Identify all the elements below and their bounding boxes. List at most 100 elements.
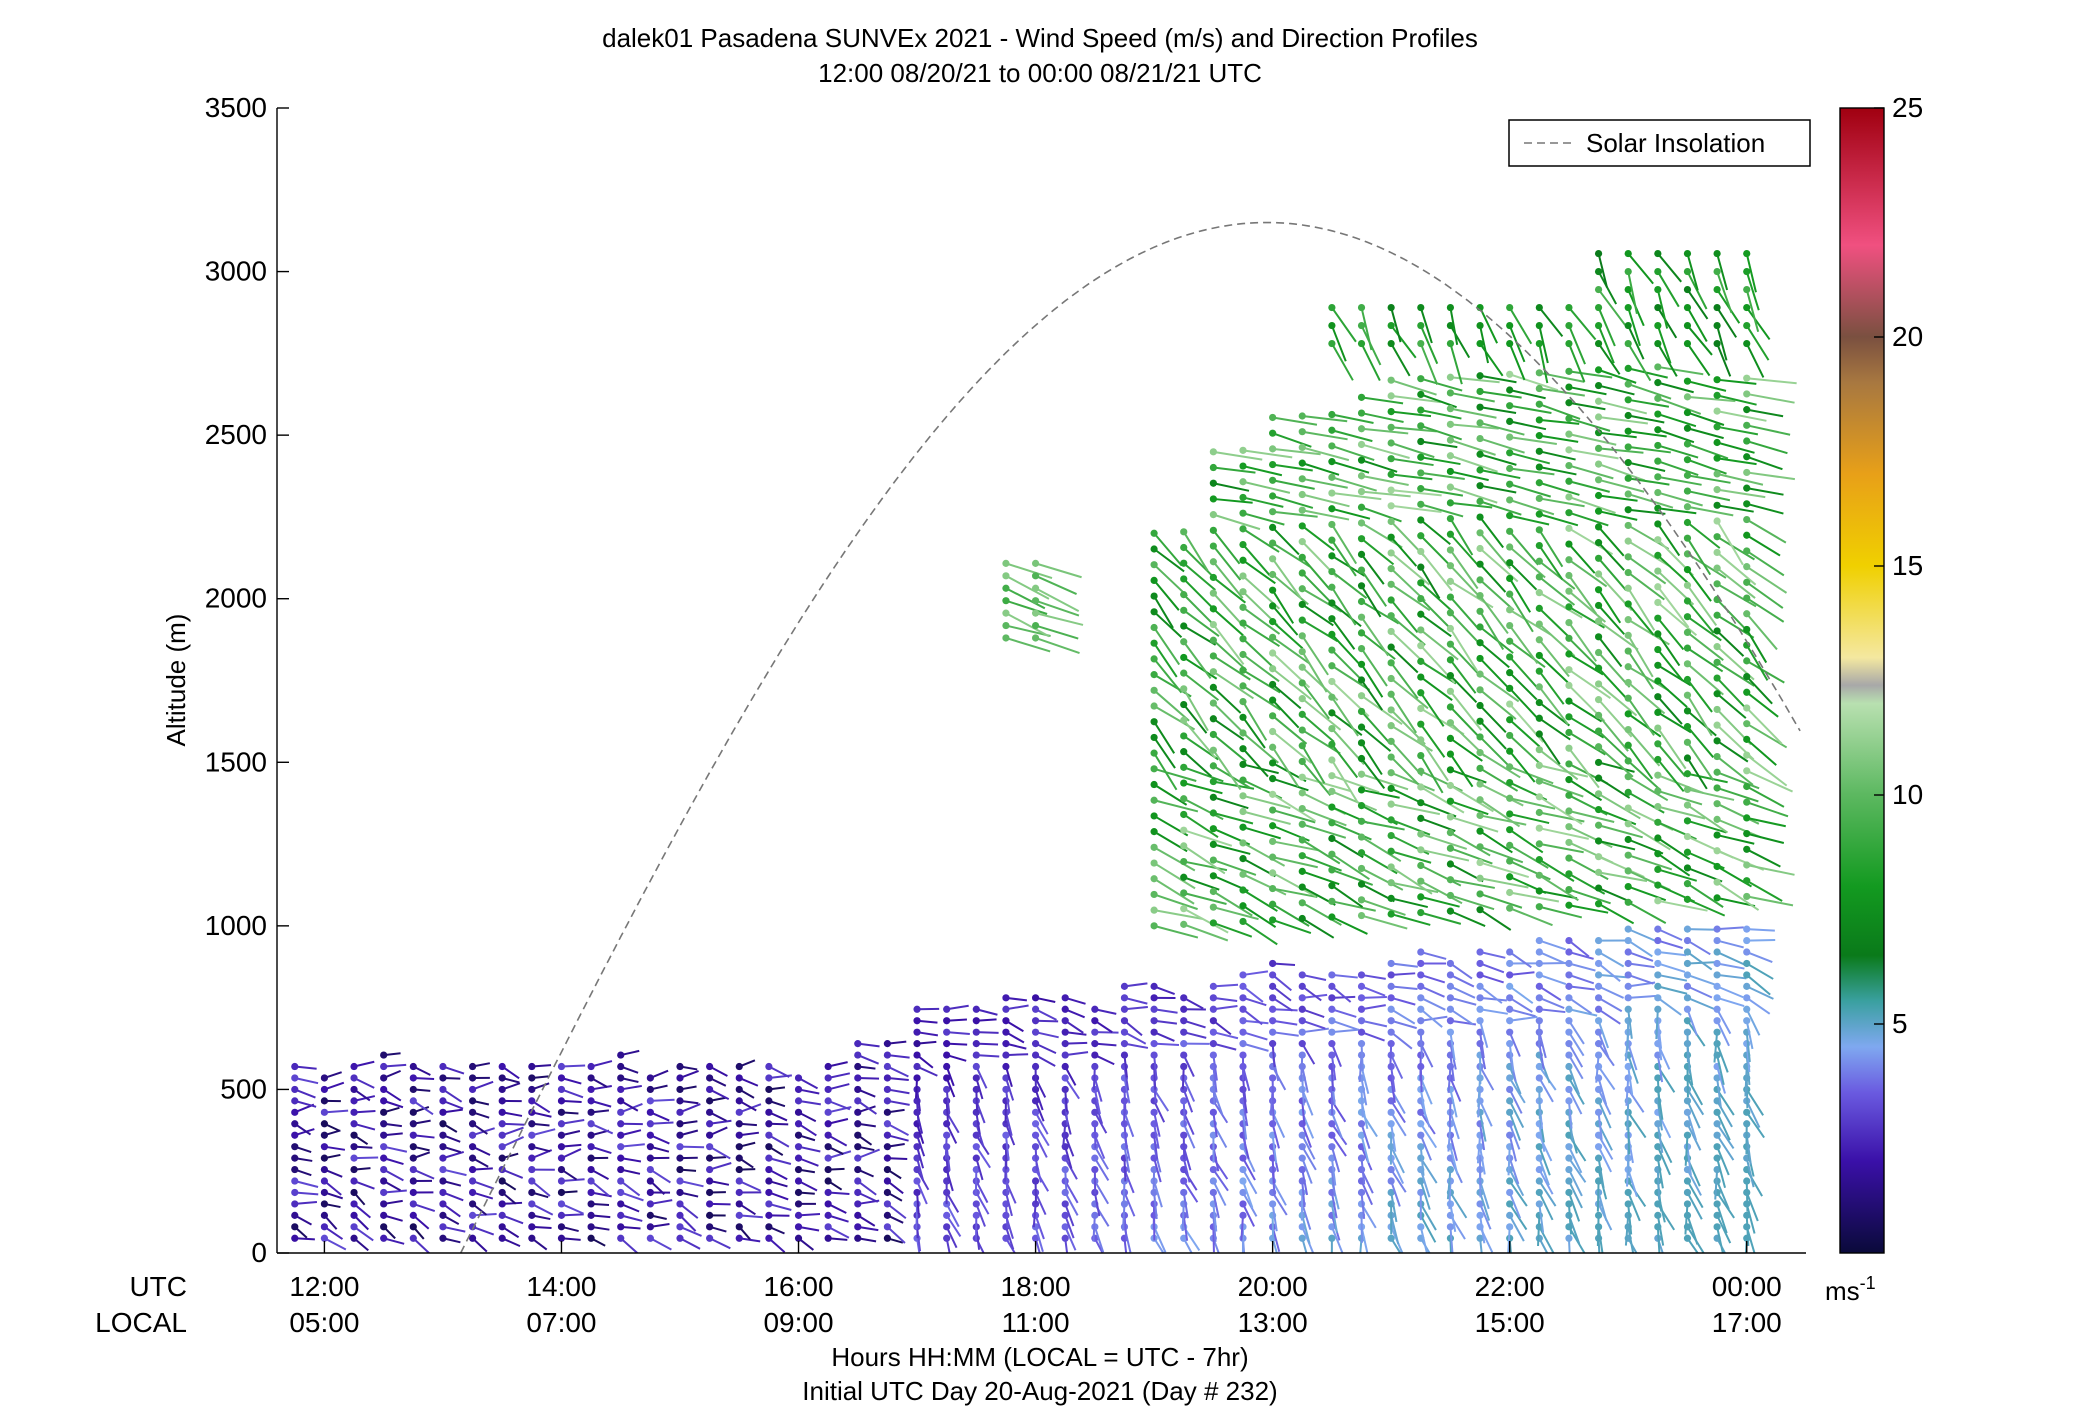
wind-barb xyxy=(1182,1169,1198,1191)
wind-barb-point xyxy=(498,1200,506,1208)
wind-barb-point xyxy=(439,1223,447,1231)
wind-barb-point xyxy=(1387,549,1395,557)
wind-barb xyxy=(1627,634,1654,678)
wind-barb xyxy=(1627,367,1668,379)
wind-barb-point xyxy=(1269,476,1277,484)
wind-barb xyxy=(1153,752,1178,791)
wind-barb-point xyxy=(1594,285,1603,294)
wind-barb-point xyxy=(1298,600,1306,609)
wind-barb-point xyxy=(1328,599,1336,607)
wind-barb-point xyxy=(1031,1200,1040,1208)
wind-barb xyxy=(1687,898,1726,917)
wind-barb-point xyxy=(735,1234,743,1242)
wind-barb xyxy=(768,1065,790,1078)
wind-barb xyxy=(1183,813,1219,839)
wind-barb xyxy=(1509,860,1551,881)
wind-barb-point xyxy=(1417,877,1425,885)
wind-barb xyxy=(1153,985,1175,996)
wind-barb-point xyxy=(1269,1017,1277,1025)
wind-barb xyxy=(1450,996,1477,1006)
wind-barb-point xyxy=(1476,982,1484,990)
wind-barb xyxy=(1479,783,1524,807)
wind-barb-point xyxy=(1683,738,1692,746)
wind-barb xyxy=(679,1203,699,1219)
wind-barb xyxy=(1449,549,1479,590)
wind-barb-point xyxy=(1565,1097,1573,1105)
wind-barb xyxy=(1122,1180,1126,1208)
wind-barb-point xyxy=(1328,1234,1336,1242)
wind-barb xyxy=(1242,748,1269,778)
wind-barb xyxy=(1657,928,1683,941)
wind-barb xyxy=(1568,543,1596,574)
wind-barb-point xyxy=(291,1108,299,1116)
wind-barb-point xyxy=(1506,1131,1514,1139)
wind-barb-point xyxy=(1239,1200,1247,1208)
wind-barb-point xyxy=(1506,1097,1514,1105)
wind-barb-point xyxy=(1328,505,1336,513)
wind-barb-point xyxy=(676,1200,684,1208)
wind-barb-point xyxy=(1180,810,1188,819)
wind-barb-point xyxy=(617,1234,625,1242)
wind-barb xyxy=(1746,597,1785,623)
wind-barb xyxy=(1213,780,1255,790)
wind-barb xyxy=(1509,844,1549,869)
wind-barb xyxy=(1657,899,1708,912)
wind-barb-point xyxy=(1654,321,1662,330)
wind-barb-point xyxy=(1239,886,1247,894)
wind-barb xyxy=(1538,1123,1546,1152)
wind-barb-point xyxy=(1506,888,1514,897)
wind-barb-point xyxy=(1594,476,1603,484)
wind-barb-point xyxy=(794,1108,803,1116)
wind-barb xyxy=(1538,560,1576,590)
wind-barb xyxy=(1449,1054,1455,1082)
wind-barb xyxy=(1390,343,1411,377)
wind-barb-point xyxy=(1624,867,1632,875)
wind-barb xyxy=(1450,423,1499,430)
wind-barb-point xyxy=(646,1097,654,1105)
wind-barb xyxy=(1301,446,1350,462)
wind-barb-point xyxy=(646,1177,654,1185)
wind-barb-point xyxy=(1239,509,1247,517)
wind-barb xyxy=(1390,1111,1407,1137)
wind-barb-point xyxy=(1446,452,1455,460)
wind-barb-point xyxy=(1387,455,1395,463)
wind-barb xyxy=(1539,481,1580,496)
wind-barb-point xyxy=(1476,948,1484,956)
wind-barb xyxy=(1331,712,1363,737)
wind-barb xyxy=(1360,1180,1373,1206)
wind-barb-point xyxy=(1180,559,1188,567)
wind-barb xyxy=(1242,606,1281,635)
wind-barb xyxy=(1212,1054,1218,1081)
wind-barb xyxy=(1479,673,1520,703)
wind-barb-point xyxy=(1180,826,1188,834)
wind-barb-point xyxy=(291,1120,299,1128)
wind-barb xyxy=(679,1145,705,1149)
wind-barb-point xyxy=(1091,1108,1099,1116)
wind-barb-point xyxy=(1298,971,1306,979)
wind-barb xyxy=(1686,253,1699,291)
wind-barb xyxy=(827,1083,850,1091)
wind-barb xyxy=(1182,688,1209,732)
wind-barb xyxy=(1212,749,1242,791)
wind-barb-point xyxy=(439,1062,447,1071)
wind-barb xyxy=(1034,1134,1048,1158)
wind-barb-point xyxy=(1683,936,1692,945)
wind-barb xyxy=(1390,693,1418,734)
wind-barb-point xyxy=(1239,619,1247,627)
wind-barb xyxy=(412,1168,435,1180)
wind-barb-point xyxy=(913,1040,921,1048)
wind-barb-point xyxy=(1535,1165,1543,1174)
wind-barb-point xyxy=(1091,1017,1099,1025)
wind-barb-point xyxy=(794,1131,803,1139)
wind-barb xyxy=(798,1077,819,1090)
wind-barb-point xyxy=(1506,731,1514,740)
chart-subtitle: 12:00 08/20/21 to 00:00 08/21/21 UTC xyxy=(818,58,1262,88)
wind-barb xyxy=(975,1203,986,1227)
wind-barb xyxy=(1686,307,1708,342)
wind-barb-point xyxy=(1031,584,1040,592)
wind-barb xyxy=(1124,1005,1148,1011)
wind-barb-point xyxy=(498,1234,506,1242)
wind-barb-point xyxy=(1031,1005,1040,1013)
wind-barb-point xyxy=(439,1108,447,1116)
wind-barb xyxy=(1716,343,1732,377)
